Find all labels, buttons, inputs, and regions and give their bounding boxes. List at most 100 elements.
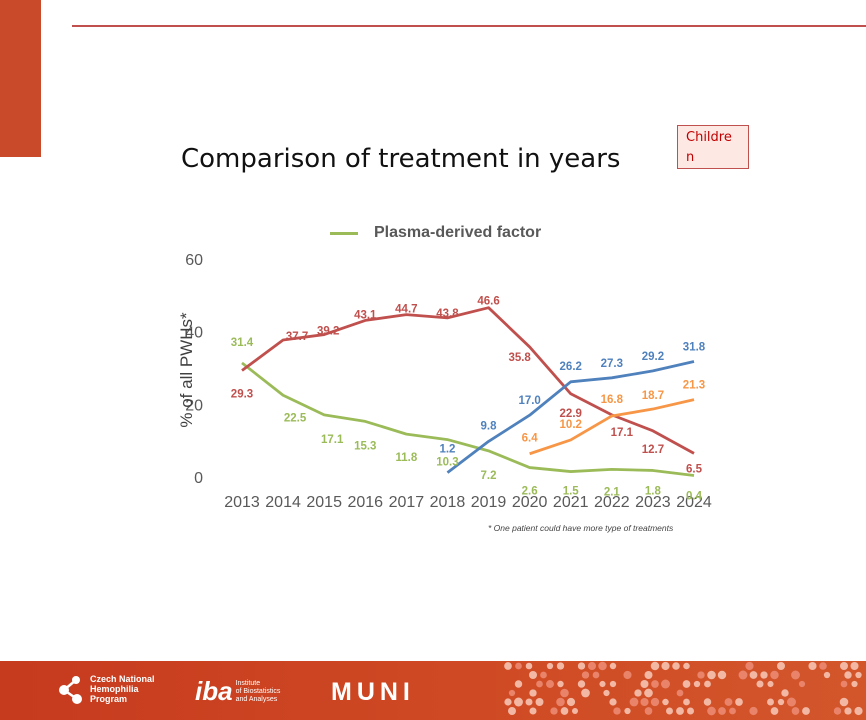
molecule-icon xyxy=(58,672,84,706)
footer-dot xyxy=(661,679,670,689)
footer-dot xyxy=(571,707,579,715)
footer-dot xyxy=(609,698,617,706)
footer-dot xyxy=(839,661,849,671)
x-tick-label: 2017 xyxy=(389,494,425,511)
x-tick-label: 2024 xyxy=(676,494,712,511)
blue-data-label: 26.2 xyxy=(560,361,582,373)
plasma-data-label: 11.8 xyxy=(395,452,417,464)
plasma-derived-line xyxy=(241,361,695,477)
plasma-data-label: 7.2 xyxy=(481,470,497,482)
footer-dot xyxy=(613,707,621,715)
footer-dot xyxy=(587,661,597,671)
footer-dot xyxy=(707,670,716,680)
y-tick-label: 20 xyxy=(185,397,203,414)
blue-series-line xyxy=(446,360,695,474)
footer-dot xyxy=(791,670,800,680)
x-tick-label: 2015 xyxy=(306,494,342,511)
footer-dot xyxy=(707,706,716,716)
footer-dot xyxy=(745,661,754,671)
red-data-label: 22.9 xyxy=(560,408,582,420)
red-data-label: 12.7 xyxy=(642,444,664,456)
y-tick-label: 60 xyxy=(185,252,203,269)
footer-dot xyxy=(749,671,758,679)
footer-dot xyxy=(514,697,523,707)
footer-dot xyxy=(556,697,565,707)
footer-dot xyxy=(844,707,852,715)
chart-footnote: * One patient could have more type of tr… xyxy=(488,523,674,533)
footer-dot xyxy=(703,698,712,706)
plasma-data-label: 15.3 xyxy=(354,440,376,452)
footer-dot xyxy=(850,661,859,671)
footer-dot xyxy=(802,707,810,715)
x-tick-label: 2020 xyxy=(512,494,548,511)
footer-dot xyxy=(609,680,617,688)
orange-data-label: 6.4 xyxy=(522,433,539,445)
cnhp-line-1: Czech National xyxy=(90,674,155,684)
footer-dot xyxy=(697,671,705,679)
plasma-data-label: 0.4 xyxy=(686,491,703,503)
footer-dot xyxy=(676,707,684,715)
blue-data-label: 27.3 xyxy=(601,358,623,370)
footer-dot xyxy=(546,662,554,670)
footer-dot xyxy=(855,671,862,679)
plasma-data-label: 2.1 xyxy=(604,486,621,498)
footer-dot xyxy=(540,671,547,679)
footer-dot xyxy=(557,680,564,688)
red-data-label: 46.6 xyxy=(477,296,499,308)
blue-data-label: 17.0 xyxy=(518,395,540,407)
header-rule xyxy=(72,25,866,27)
footer-dot xyxy=(599,680,606,688)
footer-dot xyxy=(781,689,789,697)
x-tick-label: 2023 xyxy=(635,494,671,511)
footer-dot xyxy=(623,670,632,680)
children-badge: Children xyxy=(677,125,749,169)
footer-dot xyxy=(535,698,544,706)
x-tick-label: 2022 xyxy=(594,494,630,511)
legend-swatch-plasma xyxy=(330,231,358,235)
cnhp-line-2: Hemophilia xyxy=(90,684,139,694)
chart-legend: Plasma-derived factor xyxy=(330,224,541,242)
footer-dot xyxy=(682,680,691,688)
plasma-data-label: 31.4 xyxy=(231,337,254,349)
red-data-label: 35.8 xyxy=(508,352,531,364)
x-tick-label: 2013 xyxy=(224,494,260,511)
footer-dot xyxy=(770,670,779,680)
footer-dot xyxy=(577,662,586,670)
footer-dot xyxy=(777,662,785,670)
footer-dot xyxy=(525,662,533,670)
footer-dot xyxy=(819,662,827,670)
footer-dot xyxy=(854,706,863,716)
footer-dot xyxy=(592,671,600,679)
footer-dot xyxy=(529,707,537,715)
plasma-data-label: 17.1 xyxy=(321,434,344,446)
footer-dot xyxy=(661,661,670,671)
footer-dot xyxy=(717,670,727,680)
x-tick-label: 2014 xyxy=(265,494,301,511)
footer-dot xyxy=(693,680,701,688)
footer-dot xyxy=(550,707,558,715)
footer-dot xyxy=(577,680,586,688)
x-tick-label: 2019 xyxy=(471,494,507,511)
footer-dot xyxy=(650,697,660,707)
blue-data-label: 31.8 xyxy=(683,341,706,353)
red-data-label: 43.8 xyxy=(436,308,459,320)
muni-logo: MUNI xyxy=(331,678,415,706)
footer-dot xyxy=(525,698,533,706)
footer-dot xyxy=(581,671,590,679)
footer-dot xyxy=(839,697,849,707)
footer-dot xyxy=(528,670,538,680)
footer-dot xyxy=(609,662,617,670)
red-data-label: 44.7 xyxy=(395,304,417,316)
footer-dot xyxy=(536,680,543,688)
footer-dot xyxy=(634,689,642,697)
footer-dot xyxy=(624,707,631,715)
footer-dot xyxy=(514,680,523,688)
blue-data-label: 1.2 xyxy=(439,444,455,456)
slide-title: Comparison of treatment in years xyxy=(181,144,621,174)
red-data-label: 43.1 xyxy=(354,309,377,321)
y-axis-label: % of all PWHs* xyxy=(177,312,196,428)
footer-dot xyxy=(662,698,669,706)
footer-dot xyxy=(738,670,748,680)
footer-dot xyxy=(767,698,774,706)
